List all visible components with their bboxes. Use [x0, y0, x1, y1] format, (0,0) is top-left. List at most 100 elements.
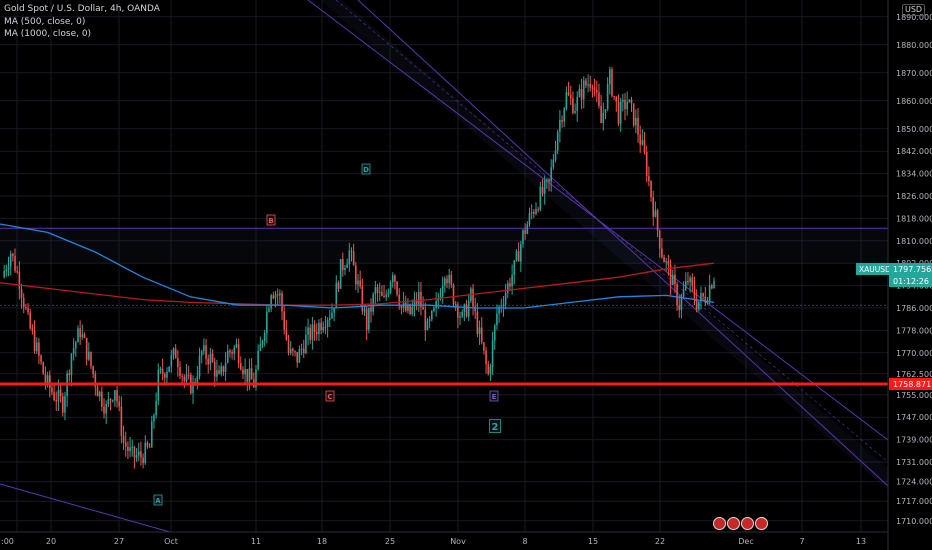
candle-body: [350, 250, 353, 252]
candle-body: [472, 288, 474, 307]
candle-body: [92, 366, 94, 375]
time-tick-label: :00: [1, 537, 14, 546]
candle-body: [576, 96, 579, 112]
candle-body: [211, 353, 214, 362]
price-tick-label: 1834.000: [896, 170, 932, 179]
candle-body: [606, 84, 609, 110]
candle-body: [96, 386, 99, 397]
candle-body: [700, 293, 702, 302]
event-flag-icon[interactable]: [755, 517, 768, 530]
candle-body: [363, 309, 366, 312]
candle-body: [615, 96, 618, 102]
event-flags[interactable]: [713, 515, 769, 534]
candle-body: [624, 99, 626, 110]
candle-body: [563, 108, 566, 122]
candle-body: [582, 80, 585, 100]
candle-body: [229, 350, 231, 353]
candle-body: [632, 103, 635, 126]
event-flag-icon[interactable]: [741, 517, 754, 530]
candle-body: [708, 285, 711, 301]
candle-body: [75, 342, 77, 349]
candle-body: [79, 328, 81, 338]
time-tick-label: 11: [251, 537, 261, 546]
candle-body: [53, 392, 55, 400]
candle-body: [105, 404, 107, 414]
candle-body: [27, 308, 29, 313]
candle-body: [38, 342, 40, 356]
candle-body: [144, 442, 147, 464]
candle-body: [326, 319, 329, 327]
candle-body: [431, 310, 433, 320]
candle-body: [237, 344, 240, 364]
candle-body: [619, 101, 622, 124]
currency-badge[interactable]: USD: [902, 4, 926, 16]
candle-body: [51, 387, 53, 393]
candle-body: [122, 435, 125, 443]
event-flag-icon[interactable]: [713, 517, 726, 530]
candle-body: [595, 90, 598, 93]
candle-body: [691, 277, 694, 287]
time-tick-label: 18: [317, 537, 327, 546]
candle-body: [196, 376, 199, 383]
candle-body: [543, 180, 546, 194]
time-tick-label: Dec: [738, 537, 753, 546]
candle-body: [361, 286, 364, 312]
candle-body: [643, 140, 646, 153]
event-flag-icon[interactable]: [727, 517, 740, 530]
level-tag-box: [889, 377, 932, 390]
candle-body: [600, 105, 602, 124]
candle-body: [417, 291, 420, 304]
candle-body: [348, 250, 351, 265]
candle-body: [528, 213, 531, 225]
candle-body: [504, 293, 507, 305]
symbol-title: Gold Spot / U.S. Dollar, 4h, OANDA: [4, 4, 160, 14]
candle-body: [502, 304, 505, 307]
candle-body: [680, 296, 683, 310]
candle-body: [665, 261, 668, 263]
candle-body: [509, 283, 511, 287]
candle-body: [94, 374, 97, 387]
candle-body: [16, 271, 18, 273]
candle-body: [12, 253, 14, 256]
candle-body: [409, 304, 411, 314]
candle-body: [129, 447, 131, 452]
candle-body: [220, 366, 223, 374]
candle-body: [226, 350, 229, 363]
candle-body: [328, 317, 331, 320]
candle-body: [368, 307, 370, 330]
candle-body: [454, 304, 457, 306]
candle-body: [702, 293, 704, 297]
candle-body: [524, 230, 526, 234]
candle-body: [203, 345, 205, 352]
candle-body: [127, 446, 129, 452]
channel-lower-line: [357, 0, 889, 487]
candle-body: [142, 457, 144, 464]
candle-body: [693, 286, 696, 300]
price-tick-label: 1810.000: [896, 237, 932, 246]
candle-body: [185, 374, 188, 381]
candle-body: [209, 353, 212, 365]
candle-body: [474, 306, 477, 312]
candle-body: [396, 281, 398, 295]
candle-body: [444, 278, 446, 286]
candle-body: [698, 301, 700, 310]
candle-body: [652, 197, 655, 217]
candle-body: [658, 230, 661, 249]
candle-body: [669, 264, 672, 285]
price-tick-label: 1870.000: [896, 69, 932, 78]
candle-body: [539, 186, 542, 210]
wave-label-box: [361, 163, 371, 175]
candle-body: [365, 309, 368, 330]
candle-body: [437, 298, 440, 302]
candle-body: [294, 351, 296, 353]
candle-body: [622, 99, 624, 102]
candle-body: [207, 358, 210, 365]
candle-body: [511, 274, 513, 287]
candle-body: [59, 389, 62, 397]
candle-body: [276, 294, 279, 296]
candle-body: [255, 369, 257, 388]
candle-body: [552, 159, 555, 168]
candle-body: [424, 309, 427, 330]
candle-body: [268, 308, 270, 312]
